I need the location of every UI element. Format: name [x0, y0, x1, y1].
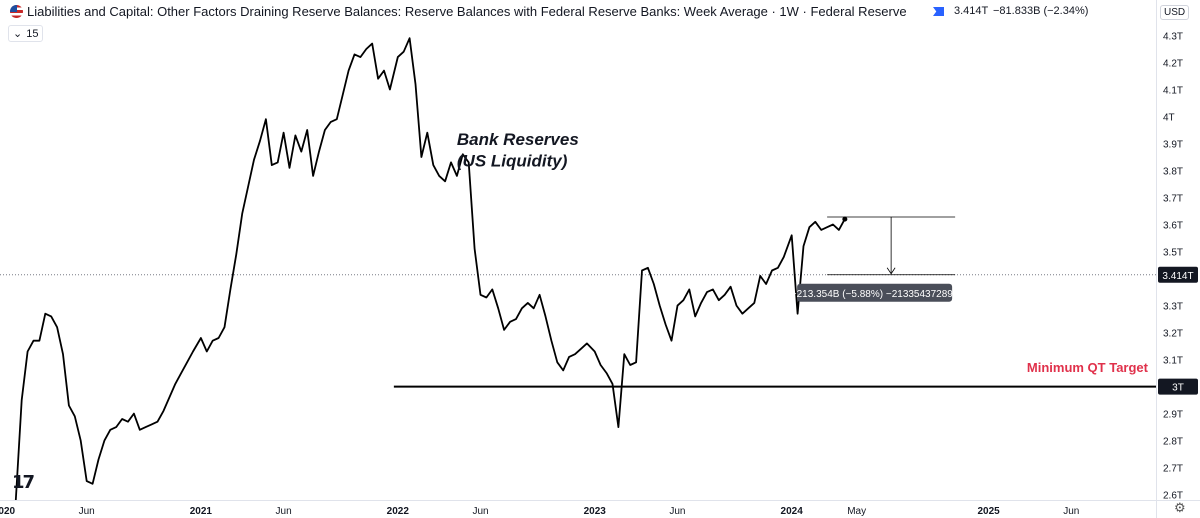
tradingview-logo[interactable]: 17 [12, 472, 35, 493]
y-tick-label: 2.9T [1163, 410, 1183, 421]
last-price-label: 3.414T [1162, 271, 1193, 282]
y-tick-label: 3.7T [1163, 194, 1183, 205]
y-tick-label: 4.1T [1163, 86, 1183, 97]
y-axis[interactable]: 4.3T 4.2T 4.1T 4T 3.9T 3.8T 3.7T 3.6T 3.5T 3.3T 3.… [1156, 0, 1199, 518]
series-last-point [842, 216, 848, 222]
gear-icon[interactable]: ⚙ [1174, 500, 1186, 515]
y-tick-label: 4T [1163, 113, 1175, 124]
last-value: 3.414T [954, 5, 989, 17]
us-flag-icon [10, 5, 23, 18]
currency-selector[interactable]: USD [1160, 5, 1190, 20]
x-tick-label: Jun [669, 506, 685, 517]
indicator-collapse-button[interactable]: ⌄ 15 [8, 25, 44, 42]
y-tick-label: 3.3T [1163, 302, 1183, 313]
x-tick-label: 2024 [781, 506, 804, 517]
chart-title[interactable]: Liabilities and Capital: Other Factors D… [27, 4, 907, 19]
annotation-min-qt-target: Minimum QT Target [1027, 360, 1149, 375]
x-axis[interactable]: 2020 Jun 2021 Jun 2022 Jun 2023 Jun 2024 May 2025 J… [0, 500, 1200, 518]
y-tick-label: 3.1T [1163, 356, 1183, 367]
target-price-label-bg [1158, 378, 1198, 395]
indicator-value: 15 [26, 27, 39, 40]
measure-arrow-head [886, 267, 896, 275]
series-line [14, 37, 846, 501]
annotation-us-liquidity: (US Liquidity) [457, 151, 568, 170]
annotation-bank-reserves: Bank Reserves [457, 130, 579, 149]
y-tick-label: 3.5T [1163, 248, 1183, 259]
x-tick-label: 2025 [977, 506, 1000, 517]
x-tick-label: 2023 [584, 506, 607, 517]
x-tick-label: 2021 [190, 506, 213, 517]
x-tick-label: Jun [276, 506, 292, 517]
y-tick-label: 2.8T [1163, 437, 1183, 448]
y-tick-label: 3.9T [1163, 140, 1183, 151]
measure-tooltip-text: −213.354B (−5.88%) −213354372893 [791, 289, 959, 300]
target-price-label: 3T [1172, 383, 1184, 394]
y-tick-label: 3.8T [1163, 167, 1183, 178]
x-tick-label: May [847, 506, 866, 517]
price-change: −81.833B (−2.34%) [993, 5, 1089, 17]
y-tick-label: 2.7T [1163, 464, 1183, 475]
chevron-down-icon: ⌄ [13, 28, 23, 40]
y-tick-label: 2.6T [1163, 491, 1183, 502]
x-tick-label: 2022 [387, 506, 410, 517]
x-tick-label: Jun [79, 506, 95, 517]
bookmark-icon[interactable] [933, 7, 944, 16]
x-tick-label: Jun [472, 506, 488, 517]
measure-tooltip [797, 283, 953, 302]
y-tick-label: 4.2T [1163, 59, 1183, 70]
plot-area[interactable]: −213.354B (−5.88%) −213354372893 Bank Res… [0, 37, 1156, 501]
x-tick-label: Jun [1063, 506, 1079, 517]
x-tick-label: 2020 [0, 506, 15, 517]
y-tick-label: 4.3T [1163, 32, 1183, 43]
y-tick-label: 3.2T [1163, 329, 1183, 340]
last-price-label-bg [1158, 266, 1198, 283]
y-tick-label: 3.6T [1163, 221, 1183, 232]
